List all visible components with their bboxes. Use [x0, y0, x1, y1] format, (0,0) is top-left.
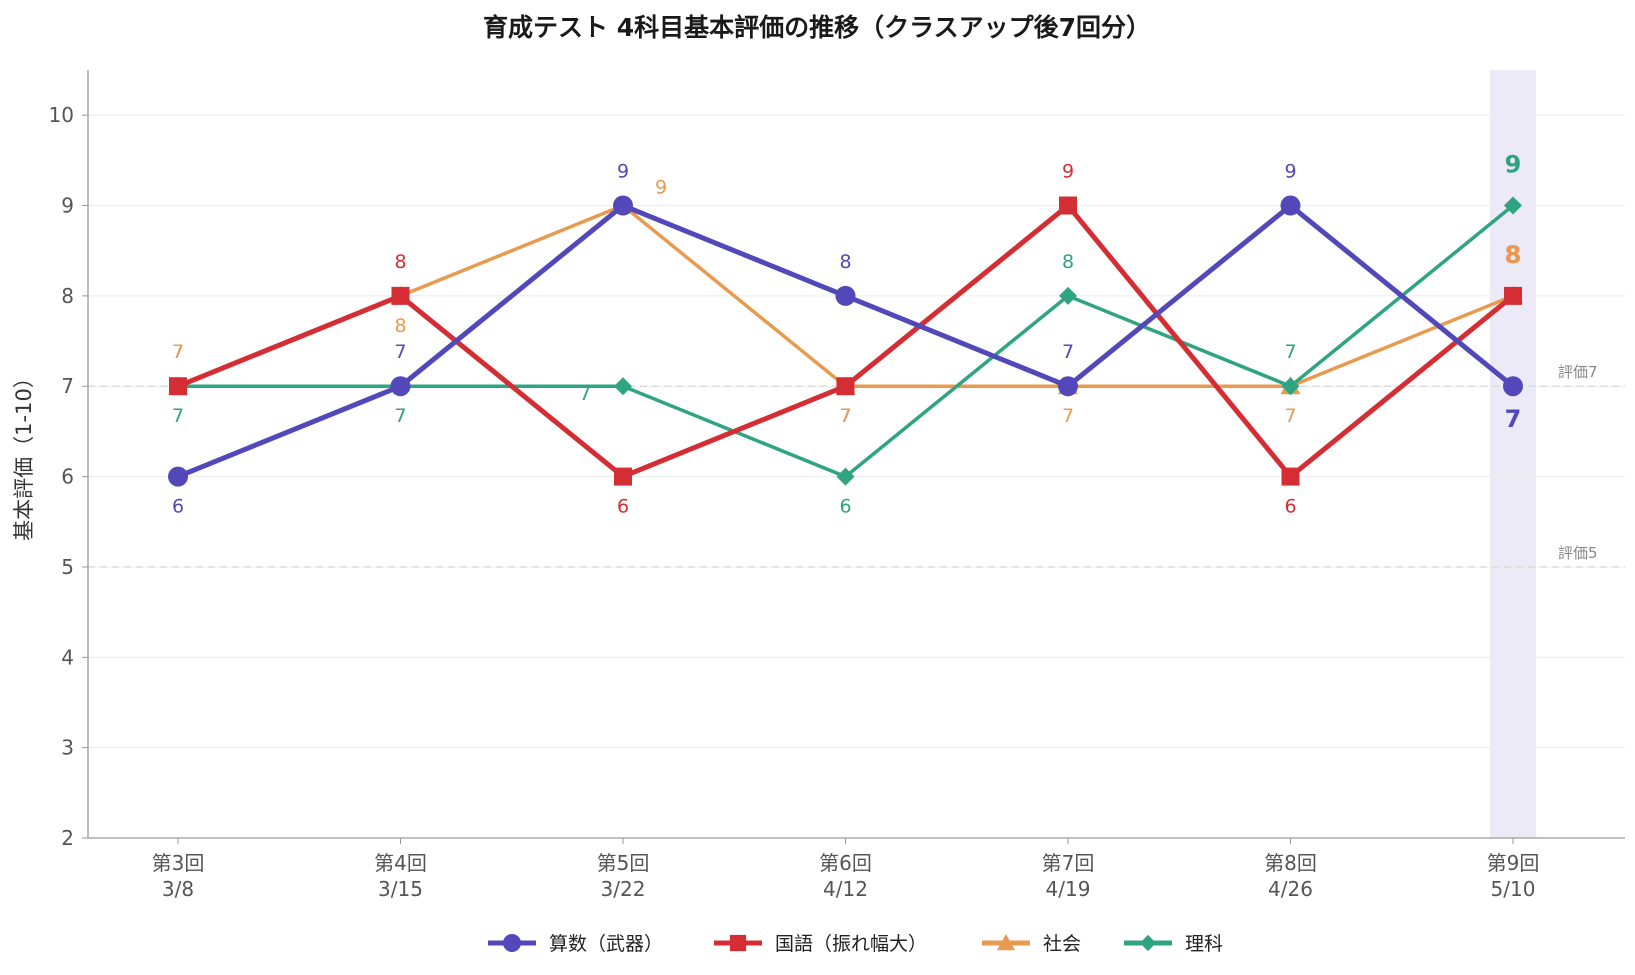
- x-tick-round: 第7回: [1042, 851, 1095, 875]
- x-tick-round: 第5回: [597, 851, 650, 875]
- legend-label: 社会: [1043, 933, 1081, 955]
- legend-label: 算数（武器）: [549, 933, 663, 955]
- y-tick-label: 10: [49, 103, 74, 127]
- legend-item: 理科: [1124, 933, 1223, 955]
- data-point: [1504, 286, 1522, 305]
- data-label: 7: [1505, 405, 1522, 433]
- data-point: [1281, 377, 1300, 396]
- data-label: 6: [1284, 496, 1296, 518]
- y-tick-label: 6: [61, 465, 74, 489]
- data-point: [835, 285, 856, 306]
- data-label: 9: [655, 177, 667, 199]
- data-label: 7: [394, 341, 406, 363]
- x-tick-date: 3/8: [162, 877, 194, 901]
- data-label: 6: [172, 496, 184, 518]
- x-tick-date: 4/26: [1268, 877, 1313, 901]
- legend-item: 国語（振れ幅大）: [714, 933, 927, 955]
- y-tick-label: 7: [61, 374, 74, 398]
- y-tick-label: 4: [61, 645, 74, 669]
- series-square: [169, 196, 1522, 486]
- legend-marker: [503, 934, 521, 952]
- reference-line-label: 評価5: [1558, 544, 1598, 562]
- data-label: 8: [394, 315, 406, 337]
- data-point: [1503, 376, 1523, 397]
- y-axis-label: 基本評価（1-10）: [12, 367, 36, 541]
- x-tick-date: 4/19: [1046, 877, 1091, 901]
- data-point: [836, 467, 855, 486]
- data-point: [614, 377, 632, 396]
- x-tick-round: 第3回: [152, 851, 205, 875]
- data-point: [168, 466, 188, 487]
- x-tick-round: 第4回: [374, 851, 427, 875]
- data-point: [1280, 195, 1301, 216]
- legend-item: 社会: [982, 933, 1081, 955]
- data-label: 7: [839, 405, 851, 427]
- legend-item: 算数（武器）: [488, 933, 663, 955]
- data-point: [1281, 467, 1300, 486]
- x-tick-round: 第6回: [819, 851, 872, 875]
- data-point: [614, 467, 632, 486]
- x-tick-date: 4/12: [823, 877, 868, 901]
- data-label: 8: [1505, 241, 1522, 269]
- data-label: 8: [1505, 241, 1522, 269]
- data-label: 9: [1505, 151, 1522, 179]
- series-line: [177, 203, 1515, 479]
- data-label: 9: [1284, 161, 1296, 183]
- data-point: [1059, 286, 1077, 305]
- series-diamond: [169, 196, 1522, 486]
- x-tick-date: 3/15: [378, 877, 423, 901]
- legend-marker: [729, 934, 747, 952]
- data-label: 7: [579, 383, 591, 405]
- y-tick-label: 3: [61, 736, 74, 760]
- y-tick-label: 2: [61, 826, 74, 850]
- data-label: 7: [1284, 405, 1296, 427]
- data-label: 7: [1062, 341, 1074, 363]
- data-label: 7: [172, 341, 184, 363]
- highlight-band: [1490, 70, 1536, 838]
- data-label: 7: [394, 405, 406, 427]
- data-point: [613, 195, 633, 216]
- data-label: 8: [394, 251, 406, 273]
- data-point: [1059, 196, 1077, 215]
- y-tick-label: 8: [61, 284, 74, 308]
- data-label: 7: [172, 341, 184, 363]
- series-line: [178, 204, 1515, 479]
- x-tick-round: 第8回: [1264, 851, 1317, 875]
- legend-marker: [997, 934, 1015, 951]
- data-label: 7: [1284, 341, 1296, 363]
- reference-line-label: 評価7: [1558, 363, 1598, 381]
- legend-marker: [1139, 934, 1157, 952]
- series-line: [177, 203, 1515, 480]
- data-point: [836, 377, 855, 396]
- data-point: [169, 377, 187, 396]
- data-label: 7: [839, 405, 851, 427]
- x-tick-round: 第9回: [1487, 851, 1540, 875]
- legend-label: 国語（振れ幅大）: [775, 933, 927, 955]
- data-point: [390, 376, 411, 397]
- legend-label: 理科: [1185, 933, 1223, 955]
- data-point: [1058, 376, 1078, 397]
- x-tick-date: 5/10: [1491, 877, 1536, 901]
- series-circle: [168, 195, 1523, 487]
- chart-title: 育成テスト 4科目基本評価の推移（クラスアップ後7回分）: [483, 13, 1151, 42]
- data-label: 6: [839, 496, 851, 518]
- data-label: 7: [1062, 405, 1074, 427]
- data-label: 9: [617, 161, 629, 183]
- y-tick-label: 9: [61, 194, 74, 218]
- data-point: [1504, 196, 1522, 215]
- y-tick-label: 5: [61, 555, 74, 579]
- data-label: 8: [1062, 251, 1074, 273]
- x-tick-date: 3/22: [601, 877, 646, 901]
- data-label: 8: [839, 251, 851, 273]
- data-label: 9: [1062, 161, 1074, 183]
- data-point: [391, 286, 410, 305]
- data-label: 7: [172, 405, 184, 427]
- data-label: 6: [617, 496, 629, 518]
